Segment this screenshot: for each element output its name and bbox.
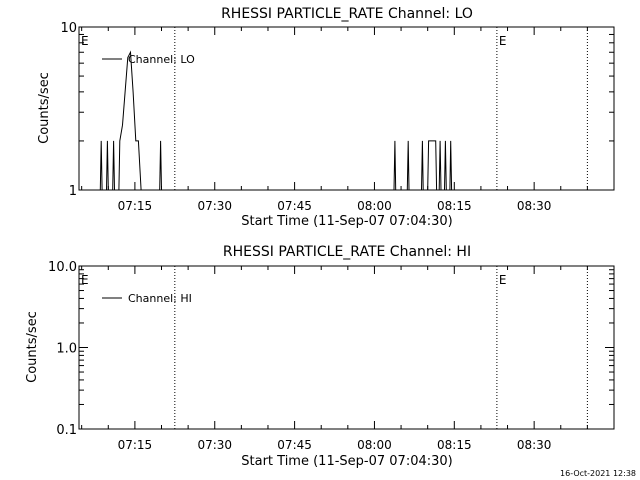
hi-x-tick-label: 08:15	[437, 438, 472, 452]
lo-y-tick-label: 10	[60, 21, 77, 36]
lo-plot-frame	[78, 26, 615, 191]
lo-legend: Channel: LO	[102, 53, 195, 66]
lo-series-line	[99, 50, 453, 191]
lo-x-tick-label: 08:30	[517, 199, 552, 213]
hi-y-axis-label: Counts/sec	[25, 311, 40, 383]
hi-chart-title: RHESSI PARTICLE_RATE Channel: HI	[223, 244, 471, 260]
lo-x-tick-label: 07:30	[197, 199, 232, 213]
lo-y-ticks: 1 10	[60, 21, 614, 199]
lo-series-group	[99, 50, 453, 191]
lo-x-ticks: 07:15 07:30 07:45 08:00 08:15 08:30	[81, 27, 588, 213]
hi-legend-label: Channel: HI	[128, 292, 192, 305]
hi-y-ticks: 0.1 1.0 10.0	[48, 260, 614, 438]
lo-event-label: E	[81, 34, 89, 48]
hi-x-axis-label: Start Time (11-Sep-07 07:04:30)	[241, 454, 452, 469]
hi-y-tick-label: 10.0	[48, 260, 77, 275]
hi-legend: Channel: HI	[102, 292, 192, 305]
lo-x-tick-label: 07:45	[277, 199, 312, 213]
lo-channel-panel: RHESSI PARTICLE_RATE Channel: LO 07:15 07…	[37, 6, 615, 229]
lo-x-tick-label: 08:15	[437, 199, 472, 213]
hi-x-tick-label: 08:30	[517, 438, 552, 452]
hi-plot-frame	[78, 265, 615, 430]
lo-y-axis-label: Counts/sec	[37, 72, 52, 144]
lo-x-axis-label: Start Time (11-Sep-07 07:04:30)	[241, 214, 452, 229]
lo-event-label: E	[499, 34, 507, 48]
lo-legend-label: Channel: LO	[128, 53, 195, 66]
hi-event-label: E	[81, 273, 89, 287]
hi-x-tick-label: 07:30	[197, 438, 232, 452]
hi-y-tick-label: 1.0	[56, 342, 77, 357]
hi-y-tick-label: 0.1	[56, 423, 77, 438]
lo-x-tick-label: 07:15	[118, 199, 153, 213]
hi-x-tick-label: 07:15	[118, 438, 153, 452]
lo-y-tick-label: 1	[69, 184, 77, 199]
hi-channel-panel: RHESSI PARTICLE_RATE Channel: HI 07:15 07…	[25, 244, 615, 469]
lo-chart-title: RHESSI PARTICLE_RATE Channel: LO	[221, 6, 473, 22]
footer-timestamp: 16-Oct-2021 12:38	[560, 469, 636, 478]
lo-x-tick-label: 08:00	[357, 199, 392, 213]
hi-x-tick-label: 07:45	[277, 438, 312, 452]
hi-event-label: E	[499, 273, 507, 287]
hi-x-tick-label: 08:00	[357, 438, 392, 452]
